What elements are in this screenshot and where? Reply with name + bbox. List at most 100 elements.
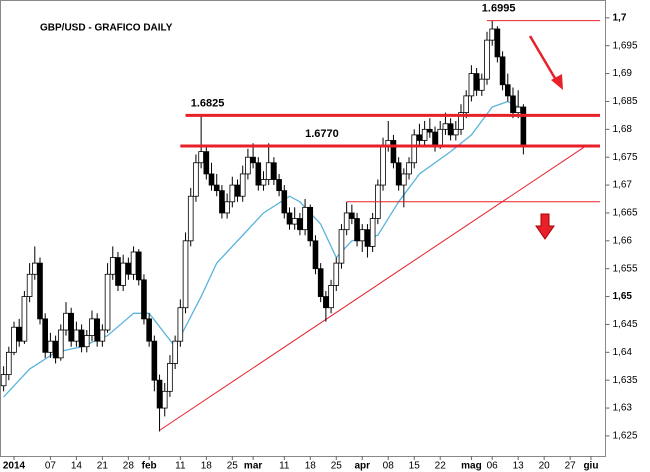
candle-body	[109, 257, 116, 275]
candle-body	[89, 318, 95, 336]
candle-body	[208, 173, 215, 186]
x-tick-label: giu	[583, 461, 598, 472]
candle-body	[187, 195, 194, 242]
x-tick-label: 2014	[3, 461, 26, 472]
candle-body	[120, 262, 126, 286]
x-tick-label: 11	[279, 461, 290, 472]
candle-body	[380, 145, 386, 186]
x-tick-label: 13	[513, 461, 525, 472]
x-tick-label: apr	[354, 461, 370, 472]
candle-body	[73, 329, 80, 342]
candle-body	[468, 73, 475, 97]
candle-body	[354, 218, 360, 242]
candle-body	[167, 363, 173, 392]
x-tick-label: mar	[244, 461, 262, 472]
candle-body	[255, 162, 262, 186]
candle-body	[182, 240, 189, 309]
candle-body	[250, 156, 256, 164]
candle-body	[401, 173, 407, 186]
x-tick-label: 07	[45, 461, 57, 472]
y-tick-label: 1,645	[613, 319, 638, 330]
candle-body	[239, 173, 246, 197]
candle-body	[99, 329, 106, 342]
y-tick-label: 1,685	[613, 96, 638, 107]
candle-body	[286, 212, 293, 225]
candle-body	[11, 326, 17, 353]
level-label: 1.6770	[305, 128, 339, 140]
candle-body	[323, 296, 329, 309]
candle-body	[135, 251, 142, 281]
x-tick-label: 08	[383, 461, 395, 472]
candle-body	[406, 162, 412, 175]
x-tick-label: 06	[487, 461, 499, 472]
candle-body	[489, 28, 495, 41]
candle-body	[172, 340, 178, 364]
candle-body	[156, 379, 163, 409]
candle-body	[478, 78, 485, 91]
candle-body	[432, 131, 438, 147]
x-tick-label: mag	[461, 461, 482, 472]
candle-body	[411, 134, 418, 164]
x-tick-label: feb	[142, 461, 157, 472]
level-label: 1.6995	[482, 3, 516, 15]
candle-body	[198, 151, 204, 164]
candle-body	[390, 140, 397, 164]
x-tick-label: 22	[435, 461, 447, 472]
candle-body	[146, 318, 152, 342]
candle-body	[52, 340, 59, 359]
candle-body	[499, 56, 506, 86]
candle-body	[104, 273, 111, 331]
candle-body	[276, 179, 282, 192]
candle-body	[421, 128, 428, 141]
y-tick-label: 1,67	[613, 180, 633, 191]
candle-body	[463, 95, 470, 114]
candle-body	[130, 251, 137, 275]
candle-body	[349, 212, 355, 219]
y-tick-label: 1,665	[613, 208, 638, 219]
y-tick-label: 1,675	[613, 152, 638, 163]
x-tick-label: 25	[227, 461, 239, 472]
y-tick-label: 1,625	[613, 431, 638, 442]
candle-body	[16, 326, 23, 342]
candle-body	[458, 112, 464, 130]
candle-body	[271, 162, 277, 180]
y-tick-label: 1,65	[613, 291, 633, 302]
candle-body	[151, 340, 158, 381]
x-tick-label: 21	[97, 461, 109, 472]
candle-body	[224, 201, 230, 214]
candle-body	[333, 262, 340, 286]
level-label: 1.6825	[191, 97, 225, 109]
candle-body	[125, 262, 132, 275]
candle-body	[37, 262, 43, 320]
candle-body	[141, 279, 147, 320]
candle-body	[453, 128, 459, 136]
candle-body	[78, 329, 85, 348]
candle-body	[229, 184, 236, 203]
candle-body	[177, 307, 184, 342]
candle-body	[515, 106, 521, 114]
candle-body	[395, 162, 402, 186]
y-tick-label: 1,66	[613, 235, 633, 246]
candle-body	[32, 262, 38, 275]
arrow-shaft	[528, 35, 558, 81]
y-tick-label: 1,63	[613, 403, 633, 414]
candle-body	[161, 390, 168, 409]
candle-body	[0, 374, 7, 387]
candle-body	[520, 106, 527, 147]
candle-body	[57, 329, 64, 359]
y-tick-label: 1,68	[613, 124, 633, 135]
x-tick-label: 18	[305, 461, 317, 472]
candle-body	[369, 218, 376, 247]
candle-body	[193, 162, 199, 197]
x-tick-label: 11	[175, 461, 186, 472]
candle-body	[260, 179, 267, 186]
x-tick-label: 14	[71, 461, 83, 472]
candle-body	[265, 162, 272, 180]
candle-body	[427, 128, 433, 133]
candle-body	[21, 296, 28, 342]
candle-body	[6, 351, 12, 376]
candle-body	[447, 123, 454, 136]
arrow-head	[551, 74, 563, 90]
candle-body	[302, 206, 308, 231]
